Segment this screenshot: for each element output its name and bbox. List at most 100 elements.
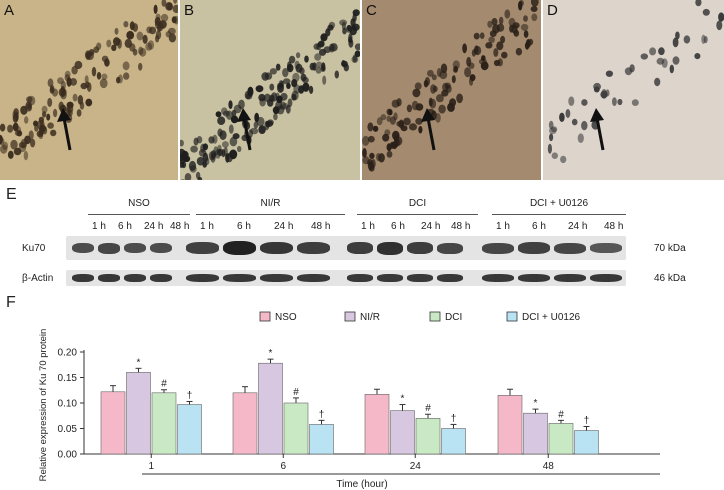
nucleus <box>299 67 305 75</box>
x-tick-label: 6 <box>280 461 286 472</box>
nucleus <box>172 4 178 14</box>
nucleus <box>282 78 291 85</box>
nucleus <box>452 66 457 73</box>
nucleus <box>456 93 463 104</box>
nucleus <box>213 146 219 156</box>
arrow <box>62 117 72 151</box>
nucleus <box>273 113 278 121</box>
actin-band <box>518 274 550 282</box>
nucleus <box>549 127 557 135</box>
blot-size-label: 70 kDa <box>654 243 686 254</box>
nucleus <box>334 70 339 79</box>
nucleus <box>50 129 57 137</box>
nucleus <box>524 41 530 50</box>
ku70-band <box>518 242 550 254</box>
nucleus <box>394 136 403 146</box>
nucleus <box>39 124 46 133</box>
actin-band <box>72 274 94 282</box>
nucleus <box>605 70 613 77</box>
nucleus <box>551 152 558 159</box>
nucleus <box>86 82 92 92</box>
legend-swatch <box>429 311 441 322</box>
nucleus <box>153 4 158 14</box>
nucleus <box>168 27 176 35</box>
ku70-band <box>98 242 120 254</box>
nucleus <box>718 12 724 22</box>
nucleus <box>362 156 370 165</box>
blot-timepoint: 1 h <box>361 221 375 232</box>
bar <box>523 412 548 455</box>
bar <box>441 428 466 455</box>
nucleus <box>328 21 336 29</box>
arrow-head <box>57 108 71 122</box>
nucleus <box>367 122 374 132</box>
nucleus <box>139 47 147 57</box>
nucleus <box>132 23 138 32</box>
blot-group-line <box>196 214 345 215</box>
nucleus <box>384 129 391 136</box>
nucleus <box>312 62 317 71</box>
arrow <box>242 117 252 151</box>
nucleus <box>64 74 71 82</box>
nucleus <box>160 13 169 22</box>
actin-band <box>590 274 622 282</box>
nucleus <box>84 75 89 84</box>
nucleus <box>101 55 109 62</box>
nucleus <box>559 112 565 123</box>
blot-timepoint: 6 h <box>391 221 405 232</box>
significance-mark: * <box>401 394 405 405</box>
nucleus <box>13 147 22 156</box>
arrow <box>426 117 436 151</box>
nucleus <box>247 86 254 97</box>
x-tick-label: 48 <box>543 461 555 472</box>
nucleus <box>14 112 19 122</box>
nucleus <box>372 125 379 132</box>
nucleus <box>531 13 538 22</box>
blot-timepoint: 6 h <box>532 221 546 232</box>
nucleus <box>515 47 523 56</box>
nucleus <box>111 44 117 51</box>
nucleus <box>431 74 437 81</box>
nucleus <box>7 150 14 159</box>
legend-swatch <box>259 311 271 322</box>
legend-label: NI/R <box>360 312 380 323</box>
nucleus <box>600 90 608 99</box>
nucleus <box>231 109 237 117</box>
nucleus <box>264 72 273 80</box>
panel-label-f: F <box>6 294 16 311</box>
nucleus <box>226 110 233 120</box>
nucleus <box>341 59 346 67</box>
nucleus <box>669 64 674 74</box>
nucleus <box>442 82 449 92</box>
nucleus <box>438 104 446 114</box>
x-tick-label: 24 <box>410 461 422 472</box>
nucleus <box>322 75 327 85</box>
bar <box>283 402 309 455</box>
micrograph-d: D <box>543 0 724 180</box>
significance-mark: # <box>161 379 167 390</box>
nucleus <box>101 73 108 80</box>
blot-timepoint: 48 h <box>311 221 331 232</box>
nucleus <box>136 31 144 41</box>
nucleus <box>424 77 430 86</box>
actin-band <box>186 274 219 282</box>
nucleus <box>449 98 457 107</box>
nucleus <box>433 85 438 92</box>
actin-band <box>347 274 373 282</box>
nucleus <box>565 109 571 118</box>
nucleus <box>60 90 67 100</box>
nucleus <box>617 98 623 106</box>
nucleus <box>649 47 657 56</box>
nucleus <box>46 113 51 121</box>
nucleus <box>26 96 33 103</box>
y-tick-label: 0.10 <box>58 399 78 410</box>
bar <box>151 392 177 455</box>
nucleus <box>228 124 234 134</box>
nucleus <box>348 38 354 48</box>
actin-band <box>377 274 403 282</box>
nucleus <box>694 53 701 60</box>
significance-mark: * <box>137 357 141 368</box>
blot-timepoint: 6 h <box>118 221 132 232</box>
actin-band <box>223 274 256 282</box>
nucleus <box>412 88 421 98</box>
